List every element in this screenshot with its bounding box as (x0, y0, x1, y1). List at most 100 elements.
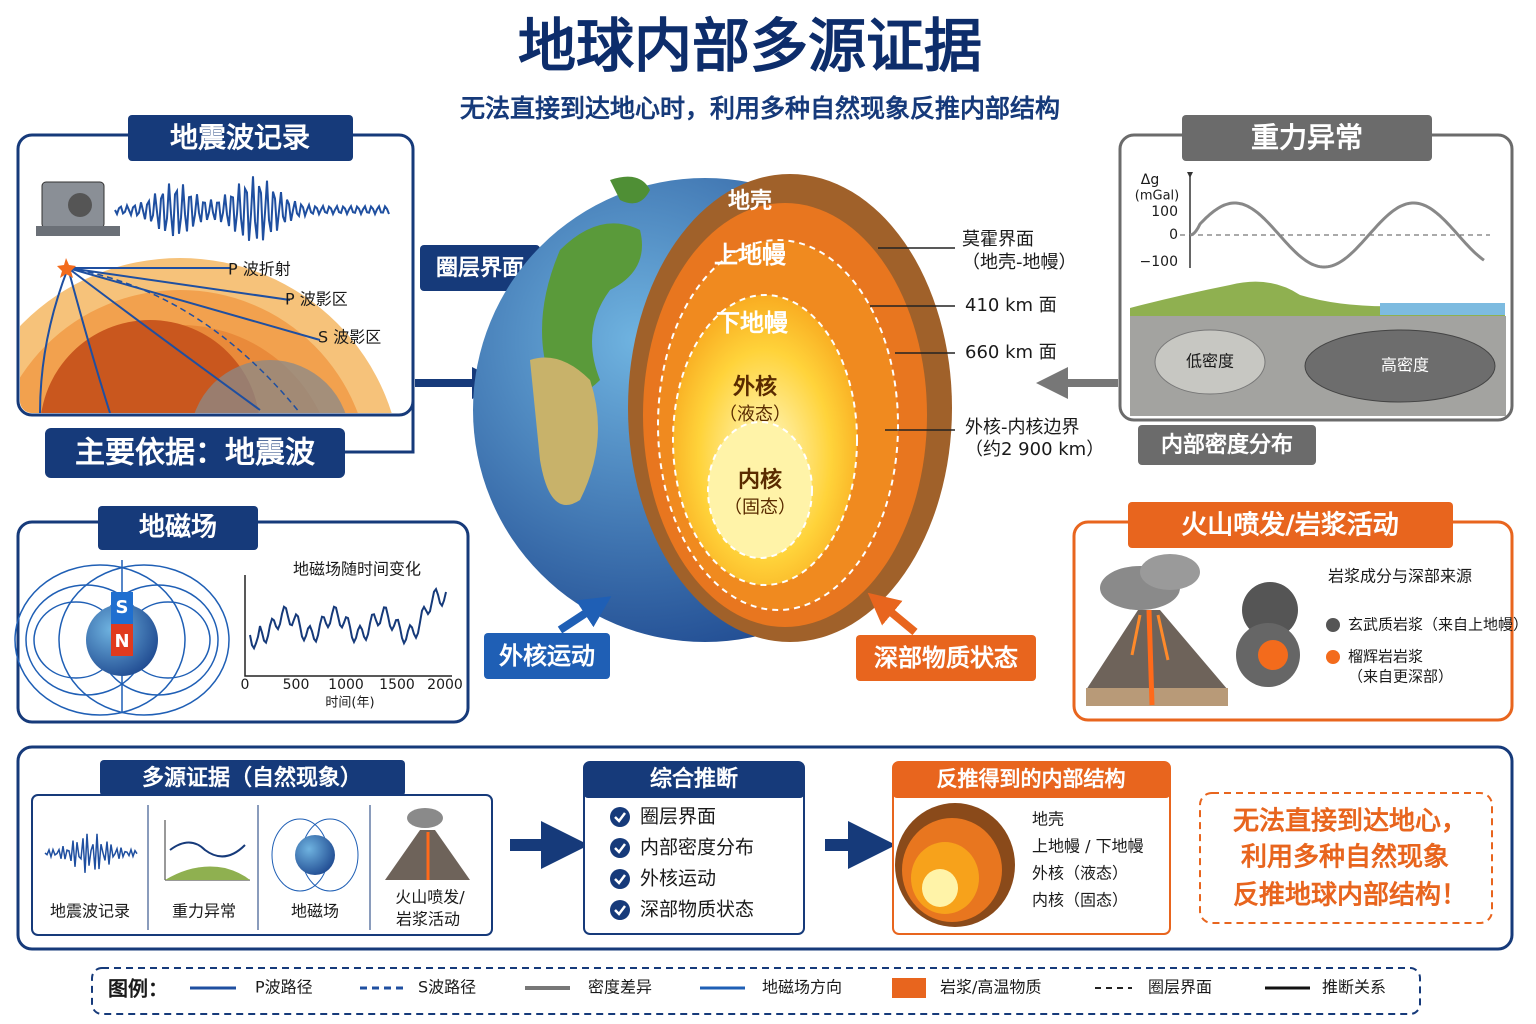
legend-label: S波路径 (418, 978, 476, 997)
seismic-panel-label: 主要依据：地震波 (75, 436, 316, 471)
gravity-panel-ellipse (1304, 329, 1496, 403)
gravity-panel-path (1189, 201, 1485, 269)
seismic-panel-g-circle (40, 320, 260, 413)
volcano-panel-path (1086, 610, 1228, 690)
summary-row-g-path (614, 843, 626, 854)
earth-cutaway-label: 下地幔 (716, 309, 789, 337)
seismic-panel-g (20, 258, 402, 413)
summary-row-label: 反推得到的内部结构 (937, 767, 1126, 791)
volcano-panel-label: 深部物质状态 (874, 644, 1018, 672)
earth-cutaway-label: 内核 (738, 467, 782, 493)
gravity-panel-label: 内部密度分布 (1161, 432, 1293, 458)
earth-cutaway-g (870, 247, 955, 431)
summary-row-label: 圈层界面 (640, 806, 716, 828)
summary-row-path (165, 866, 250, 880)
volcano-panel-rect (1086, 688, 1228, 706)
legend-label: 密度差异 (588, 978, 652, 997)
magnetic-panel-rect (98, 506, 258, 550)
summary-row-ellipse (407, 808, 443, 828)
earth-cutaway-path (610, 176, 650, 204)
seismic-panel-label: S 波影区 (318, 328, 381, 347)
seismic-panel-g-path (39, 267, 321, 413)
magnetic-panel-rect (111, 624, 133, 656)
magnetic-panel-label: 500 (283, 677, 310, 693)
gravity-panel-label: 100 (1151, 204, 1178, 220)
gravity-panel-label: (mGal) (1135, 189, 1179, 204)
summary-row-label: 地震波记录 (50, 902, 130, 921)
volcano-panel-label: 榴辉岩岩浆 (1348, 648, 1423, 666)
earth-cutaway-label: 外核-内核边界 (965, 417, 1080, 438)
gravity-panel-ellipse (1154, 329, 1266, 395)
magnetic-panel-path (249, 586, 447, 651)
summary-row-label: 火山喷发/ (395, 888, 465, 907)
legend-label: 推断关系 (1322, 978, 1386, 997)
magnetic-panel-g-ellipse (14, 564, 186, 716)
summary-row-g-path (614, 874, 626, 885)
volcano-panel-label: 岩浆成分与深部来源 (1328, 567, 1472, 586)
volcano-panel-ellipse (1140, 554, 1200, 590)
volcano-panel-rect (856, 635, 1036, 681)
legend-rect (892, 978, 926, 998)
magnetic-panel-label: 1500 (379, 677, 415, 693)
summary-row-label: 地壳 (1032, 810, 1064, 829)
seismic-panel-path (114, 176, 390, 241)
gravity-panel-rect (1182, 115, 1432, 161)
summary-row-label: 内部密度分布 (640, 837, 754, 859)
magnetic-panel-label: 2000 (427, 677, 463, 693)
gravity-panel-label: Δg (1141, 172, 1159, 188)
earth-cutaway-label: （约2 900 km） (965, 439, 1104, 460)
earth-cutaway-label: （固态） (724, 497, 796, 518)
seismic-panel-rect (128, 115, 353, 161)
legend-label: 地磁场方向 (762, 978, 842, 997)
seismic-panel: P 波折射 P 波影区 S 波影区 地震波记录 圈层界面 主要依据：地震波 (16, 115, 540, 478)
volcano-panel-circle (1326, 650, 1340, 664)
legend: 图例： P波路径 S波路径 密度差异 地磁场方向 岩浆/高温物质 圈层界面 推断… (91, 967, 1421, 1015)
magnetic-panel-label: 外核运动 (499, 642, 595, 670)
gravity-panel-label: −100 (1140, 254, 1178, 270)
summary-row-label: 综合推断 (650, 766, 738, 792)
legend-label: P波路径 (255, 978, 313, 997)
legend-label: 图例： (108, 977, 168, 1001)
legend-label: 岩浆/高温物质 (940, 978, 1041, 997)
summary-row-g-path (614, 905, 626, 916)
summary-row-rect (584, 762, 804, 798)
seismic-panel-rect (45, 428, 345, 478)
magnetic-panel-g-ellipse (58, 564, 230, 716)
seismic-panel-g-circle (190, 360, 350, 413)
summary-row: 多源证据（自然现象） 地震波记录 重力异常 地磁场 火山喷发/ 岩浆活动 综合推… (16, 745, 1514, 951)
seismic-panel-circle (68, 193, 92, 217)
header-label: 无法直接到达地心时，利用多种自然现象反推内部结构 (460, 94, 1060, 123)
magnetic-panel-rect (111, 592, 133, 624)
summary-row-g (610, 807, 630, 920)
header-label: 地球内部多源证据 (518, 12, 982, 80)
seismic-panel-g-path (67, 267, 301, 413)
magnetic-panel-label: 0 (241, 677, 250, 693)
seismic-panel-label: 圈层界面 (436, 256, 524, 281)
magnetic-panel-label: N (114, 631, 129, 652)
magnetic-panel-label: 地磁场随时间变化 (293, 560, 421, 579)
summary-row-label: 地磁场 (291, 902, 339, 921)
summary-row-g-circle (610, 807, 630, 827)
summary-row-circle (295, 835, 335, 875)
summary-row-label: 岩浆活动 (396, 910, 460, 929)
summary-row-g (614, 812, 626, 916)
volcano-panel-label: 火山喷发/岩浆活动 (1181, 510, 1399, 541)
gravity-panel-label: 高密度 (1381, 356, 1429, 375)
seismic-panel-label: 地震波记录 (170, 121, 310, 154)
seismic-panel-rect (420, 245, 540, 291)
earth-cutaway-label: 莫霍界面 (962, 229, 1034, 250)
summary-row-label: 外核运动 (640, 868, 716, 890)
summary-row-g (147, 805, 371, 930)
volcano-panel: 火山喷发/岩浆活动 岩浆成分与深部来源 玄武质岩浆（来自上地幔） 榴辉岩岩浆 （… (856, 502, 1528, 722)
summary-row-rect (1199, 792, 1493, 924)
volcano-panel-circle (1326, 618, 1340, 632)
summary-row-label: 外核（液态） (1032, 864, 1128, 883)
gravity-panel: 重力异常 Δg (mGal) 100 0 −100 低密度 高密度 内部密度分布 (1036, 115, 1514, 465)
magnetic-panel-label: 时间(年) (325, 696, 374, 711)
gravity-panel-rect (1138, 425, 1316, 465)
seismic-panel-rect (36, 226, 120, 236)
earth-cutaway-label: 外核 (733, 374, 777, 400)
volcano-panel-path (1146, 609, 1155, 706)
summary-row-label: 深部物质状态 (640, 899, 754, 921)
